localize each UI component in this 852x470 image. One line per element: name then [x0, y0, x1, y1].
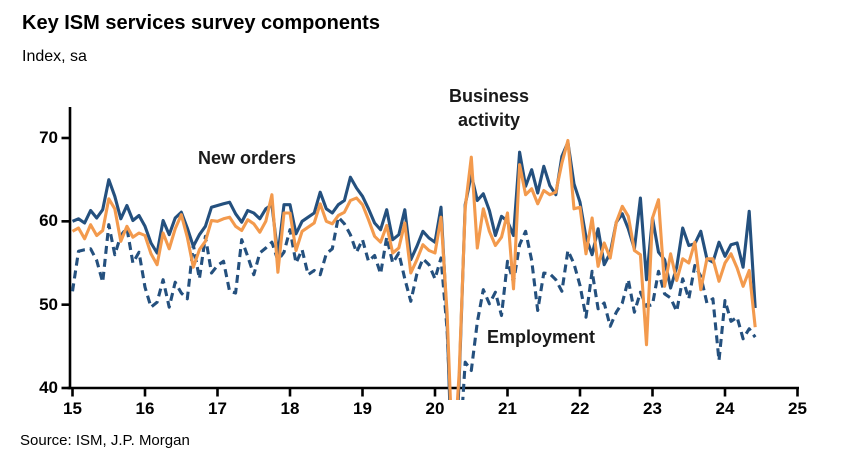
x-tick-label: 16: [135, 399, 155, 418]
chart-subtitle: Index, sa: [22, 48, 87, 65]
x-tick-label: 24: [715, 399, 735, 418]
x-tick-label: 20: [425, 399, 445, 418]
x-tick-label: 25: [788, 399, 807, 418]
y-tick-label: 70: [39, 128, 58, 147]
y-tick-label: 40: [39, 378, 58, 397]
y-tick-label: 50: [39, 294, 58, 314]
series-new-orders-line: [71, 138, 757, 400]
new-orders-label: New orders: [198, 148, 297, 168]
x-tick-label: 19: [353, 399, 372, 418]
chart-title: Key ISM services survey components: [22, 12, 380, 34]
x-tick-label: 23: [643, 399, 662, 418]
series-business-activity-line: [71, 140, 757, 400]
x-tick-label: 15: [63, 399, 82, 418]
business-activity-label: Business activity: [448, 86, 530, 130]
employment-label: Employment: [487, 327, 596, 347]
y-tick-label: 60: [39, 211, 58, 231]
source-note: Source: ISM, J.P. Morgan: [20, 432, 190, 449]
series-employment-line: [70, 215, 757, 400]
x-tick-label: 18: [280, 399, 300, 418]
x-tick-label: 21: [498, 399, 517, 418]
x-tick-label: 22: [570, 399, 590, 418]
x-tick-label: 17: [208, 399, 227, 418]
